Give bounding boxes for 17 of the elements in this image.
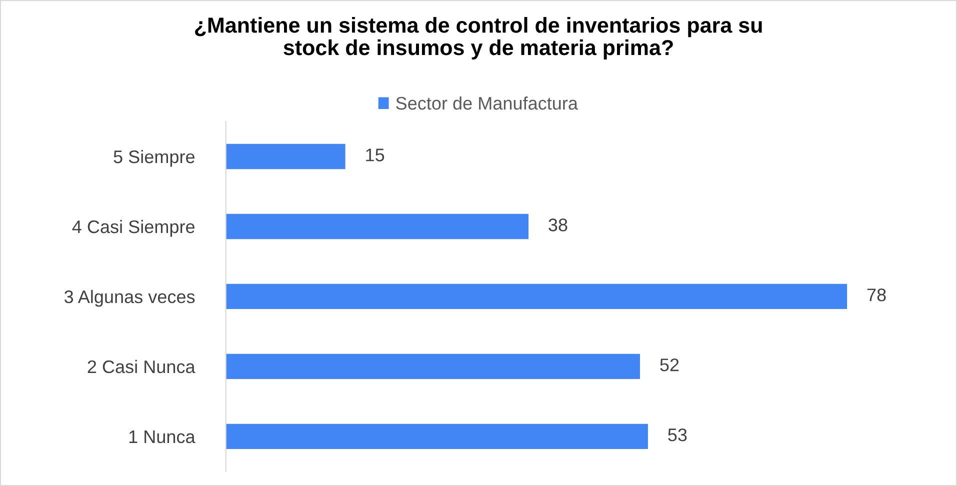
data-label: 38 <box>548 218 568 232</box>
chart-title: ¿Mantiene un sistema de control de inventarios para su stock de insumos y de materia prima? <box>195 17 762 60</box>
legend-label: Sector de Manufactura <box>396 96 578 110</box>
y-tick-label: 2 Casi Nunca <box>88 360 196 374</box>
data-label: 52 <box>660 358 679 372</box>
y-tick-label: 5 Siempre <box>114 150 194 167</box>
data-label: 15 <box>366 148 384 162</box>
y-tick-label: 1 Nunca <box>129 430 196 444</box>
bar <box>226 214 528 240</box>
bar <box>226 284 848 310</box>
bar <box>226 424 648 450</box>
data-label: 53 <box>668 428 687 442</box>
data-label: 78 <box>867 288 886 302</box>
bar <box>226 354 640 380</box>
y-tick-label: 3 Algunas veces <box>64 290 195 307</box>
bar <box>226 144 346 170</box>
y-tick-label: 4 Casi Siempre <box>72 220 194 237</box>
